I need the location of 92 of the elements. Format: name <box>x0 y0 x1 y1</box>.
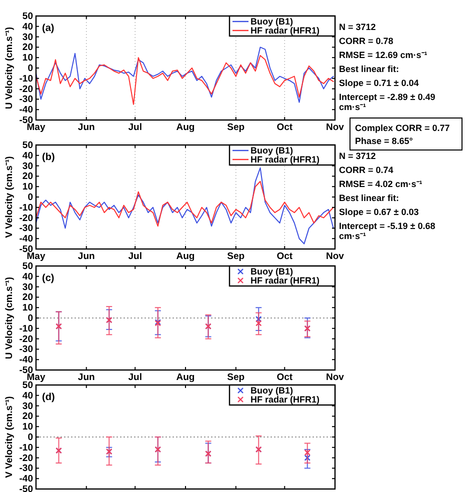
y-tick-label: 0 <box>28 432 33 443</box>
text: N = 3712 <box>339 151 376 161</box>
x-tick-label: Aug <box>176 251 195 262</box>
annotation: (b) <box>42 152 55 163</box>
text: Complex CORR = 0.77 <box>355 123 450 133</box>
x-tick-label: Aug <box>176 372 195 383</box>
x-tick-label: Oct <box>276 372 294 383</box>
y-tick-label: -40 <box>19 234 33 245</box>
y-tick-label: -30 <box>19 94 33 106</box>
x-tick-label: Sep <box>227 122 245 133</box>
x-tick-label: May <box>26 251 46 262</box>
legend-label: Buoy (B1) <box>250 16 293 27</box>
legend-label: HF radar (HFR1) <box>250 276 320 286</box>
y-tick-label: 10 <box>22 182 33 193</box>
legend-label: HF radar (HFR1) <box>250 394 320 405</box>
y-tick-label: 50 <box>22 11 33 22</box>
x-tick-label: Jul <box>128 372 142 383</box>
y-tick-label: -30 <box>19 223 33 234</box>
y-tick-label: -20 <box>19 334 33 345</box>
y-axis-title: U Velocity (cm.s⁻¹) <box>4 26 15 110</box>
y-tick-label: 30 <box>22 32 33 43</box>
legend-label: HF radar (HFR1) <box>250 154 320 165</box>
x-tick-label: May <box>26 372 46 383</box>
y-tick-label: -40 <box>19 354 33 366</box>
y-tick-label: 10 <box>22 302 33 314</box>
y-tick-label: 50 <box>22 380 33 391</box>
y-tick-label: 10 <box>22 422 33 433</box>
y-tick-label: -40 <box>19 474 33 485</box>
x-tick-label: Sep <box>227 251 245 262</box>
annotation: (c) <box>42 273 54 284</box>
y-tick-label: -30 <box>19 344 33 356</box>
y-tick-label: 0 <box>28 63 33 74</box>
y-axis-title: V Velocity (cm.s⁻¹) <box>4 396 15 478</box>
x-tick-label: Nov <box>326 251 345 262</box>
y-tick-label: 30 <box>22 282 33 293</box>
y-tick-label: 40 <box>22 271 33 282</box>
y-tick-label: -10 <box>19 202 33 214</box>
y-tick-label: 0 <box>28 313 33 324</box>
y-tick-label: -50 <box>19 484 33 492</box>
text: RMSE = 4.02 cm·s⁻¹ <box>339 179 422 189</box>
y-axis-title: V Velocity (cm.s⁻¹) <box>4 156 15 238</box>
text: CORR = 0.74 <box>339 165 394 175</box>
x-tick-label: Jun <box>78 372 96 383</box>
x-tick-label: Oct <box>276 251 294 262</box>
x-tick-label: Nov <box>326 372 345 383</box>
x-tick-label: Aug <box>176 122 195 133</box>
legend-label: Buoy (B1) <box>250 386 293 396</box>
text: CORR = 0.78 <box>339 36 394 46</box>
y-tick-label: 0 <box>28 192 33 203</box>
text: N = 3712 <box>339 22 376 32</box>
text: Slope = 0.67 ± 0.03 <box>339 207 419 217</box>
annotation: (d) <box>42 392 55 403</box>
annotation: (a) <box>42 23 54 34</box>
x-tick-label: Jun <box>78 251 96 262</box>
x-tick-label: Jul <box>128 251 142 262</box>
y-axis-title: U Velocity (cm.s⁻¹) <box>4 276 15 360</box>
y-tick-label: -20 <box>19 212 33 224</box>
y-tick-label: 20 <box>22 42 33 54</box>
y-tick-label: -10 <box>19 323 33 334</box>
y-tick-label: 40 <box>22 21 33 32</box>
y-tick-label: 50 <box>22 140 33 151</box>
x-tick-label: Nov <box>326 122 345 133</box>
y-tick-label: -20 <box>19 452 33 464</box>
text: Intercept = -2.89 ± 0.49 cm·s⁻¹ <box>339 92 436 112</box>
y-tick-label: -10 <box>19 442 33 454</box>
y-tick-label: 20 <box>22 171 33 182</box>
text: RMSE = 12.69 cm·s⁻¹ <box>339 50 428 60</box>
text: Best linear fit: <box>339 193 400 203</box>
y-tick-label: 40 <box>22 390 33 402</box>
y-tick-label: 20 <box>22 411 33 422</box>
y-tick-label: 30 <box>22 400 33 412</box>
legend-label: Buoy (B1) <box>250 266 293 277</box>
y-tick-label: 10 <box>22 52 33 64</box>
text: Slope = 0.71 ± 0.04 <box>339 78 419 88</box>
x-tick-label: Jul <box>128 122 142 133</box>
y-tick-label: -20 <box>19 84 33 95</box>
x-tick-label: Oct <box>276 122 294 133</box>
y-tick-label: 20 <box>22 292 33 304</box>
legend-label: HF radar (HFR1) <box>250 26 320 36</box>
x-tick-label: Sep <box>227 372 245 383</box>
x-tick-label: Jun <box>78 122 96 133</box>
y-tick-label: -30 <box>19 463 33 474</box>
legend-label: Buoy (B1) <box>250 146 293 156</box>
y-tick-label: 30 <box>22 160 33 172</box>
text: Phase = 8.65° <box>355 136 414 146</box>
y-tick-label: -40 <box>19 104 33 116</box>
y-tick-label: 50 <box>22 261 33 272</box>
text: Best linear fit: <box>339 64 400 74</box>
y-tick-label: 40 <box>22 150 33 162</box>
y-tick-label: -10 <box>19 73 33 84</box>
x-tick-label: May <box>26 122 46 133</box>
text: Intercept = -5.19 ± 0.68 cm·s⁻¹ <box>339 221 436 241</box>
